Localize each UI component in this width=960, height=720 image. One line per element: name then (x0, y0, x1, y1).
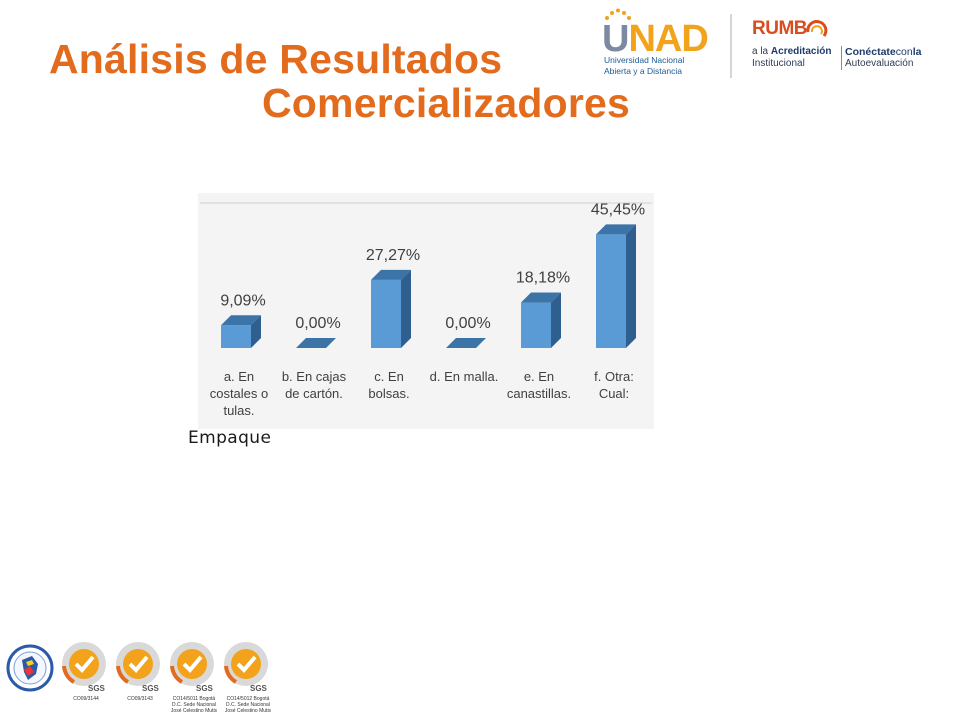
rumbo-right-line1: Conéctateconla (845, 46, 922, 58)
data-label: 27,27% (366, 247, 420, 264)
bar-top (221, 315, 261, 326)
bar-side (626, 224, 636, 348)
data-label: 0,00% (295, 315, 340, 332)
chart-canvas: 9,09% a. En costales o tulas. 0,00% b. En caj… (200, 201, 652, 418)
bar-side (551, 292, 561, 348)
bar-front (521, 302, 551, 348)
category-label: tulas. (223, 403, 254, 418)
category-label: bolsas. (368, 386, 409, 401)
category-label: de cartón. (285, 386, 343, 401)
bar-top (296, 338, 336, 348)
bar-top (446, 338, 486, 348)
bar-front (596, 234, 626, 348)
chart-bar (371, 269, 411, 348)
rumbo-right-line2: Autoevaluación (845, 58, 914, 69)
chart-bar (446, 338, 486, 348)
chart-bar (521, 292, 561, 348)
bar-top (596, 224, 636, 235)
rumbo-logo: RUMB a la Acreditación Institucional Con… (752, 18, 942, 78)
data-label: 45,45% (591, 201, 645, 218)
category-label: e. En (524, 369, 554, 384)
chart-bar (596, 224, 636, 348)
category-label: c. En (374, 369, 404, 384)
bar-chart: 9,09% a. En costales o tulas. 0,00% b. En caj… (198, 193, 654, 429)
category-label: Cual: (599, 386, 629, 401)
bar-top (371, 269, 411, 280)
category-label: b. En cajas (282, 369, 347, 384)
page-subtitle: Comercializadores (262, 80, 630, 126)
unad-logo: UNAD Universidad Nacional Abierta y a Di… (602, 8, 712, 82)
colombia-seal-icon (6, 644, 54, 692)
certification-check-icon (224, 642, 268, 686)
rumbo-line1: a la Acreditación (752, 46, 832, 57)
bar-side (251, 315, 261, 348)
logo-divider (730, 14, 732, 78)
category-label: costales o (210, 386, 269, 401)
chart-bar (221, 315, 261, 348)
certification-badges: SGS CO09/3144 SGS CO09/3143 SGS CO14/501… (6, 636, 276, 720)
bar-side (401, 269, 411, 348)
colombia-seal (6, 636, 58, 720)
rumbo-arc-icon (806, 20, 828, 37)
certification-check-icon (170, 642, 214, 686)
chart-bar (296, 338, 336, 348)
unad-subtitle: Universidad Nacional Abierta y a Distanc… (604, 55, 685, 76)
iso-9001-badge: SGS CO09/3144 (60, 636, 112, 720)
page-title: Análisis de Resultados (49, 36, 503, 82)
category-label: f. Otra: (594, 369, 634, 384)
data-label: 18,18% (516, 270, 570, 287)
unad-wordmark: UNAD (602, 18, 709, 60)
ohsas-badge: SGS CO14/5012 Bogotá D.C. Sede Nacional … (222, 636, 274, 720)
rumbo-line2: Institucional (752, 58, 805, 69)
certification-check-icon (116, 642, 160, 686)
category-label: d. En malla. (430, 369, 499, 384)
unad-dots-icon (605, 8, 631, 20)
data-label: 0,00% (445, 315, 490, 332)
category-label: canastillas. (507, 386, 571, 401)
rumbo-wordmark: RUMB (752, 18, 808, 39)
certification-check-icon (62, 642, 106, 686)
iso-9001-badge-2: SGS CO09/3143 (114, 636, 166, 720)
category-label: a. En (224, 369, 254, 384)
bar-top (521, 292, 561, 303)
bar-front (371, 279, 401, 348)
rumbo-separator (841, 46, 842, 70)
data-label: 9,09% (220, 292, 265, 309)
iso-14001-badge: SGS CO14/5011 Bogotá D.C. Sede Nacional … (168, 636, 220, 720)
bar-front (221, 325, 251, 348)
chart-caption: Empaque (188, 428, 272, 448)
